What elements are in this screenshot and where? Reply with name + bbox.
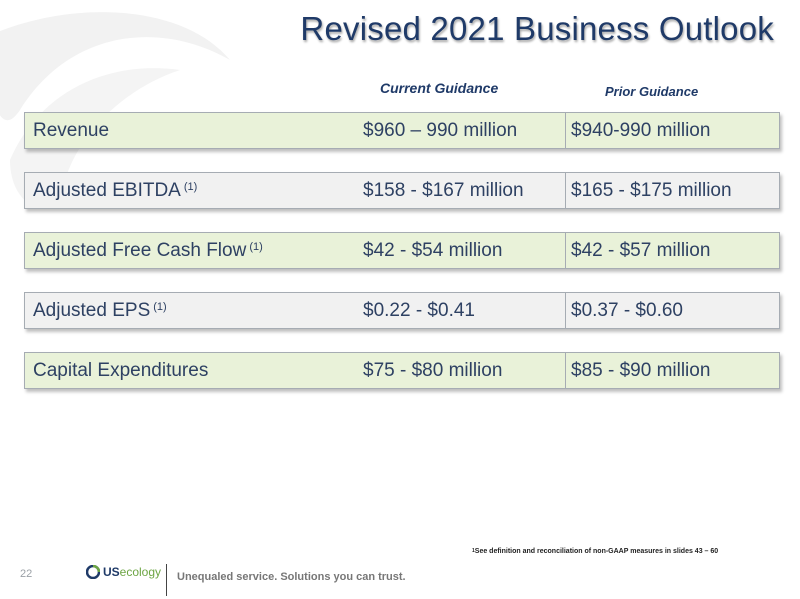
column-header-current: Current Guidance: [380, 80, 499, 96]
column-divider: [565, 173, 566, 208]
logo-mark-icon: [86, 565, 100, 579]
logo-wordmark: USecology: [103, 565, 162, 579]
current-guidance-value: $42 - $54 million: [363, 239, 503, 261]
prior-guidance-value: $940-990 million: [571, 119, 711, 141]
current-guidance-value: $75 - $80 million: [363, 359, 503, 381]
prior-guidance-value: $0.37 - $0.60: [571, 299, 683, 321]
page-number: 22: [20, 568, 33, 580]
footer-separator: [166, 564, 167, 596]
row-label: Revenue: [33, 119, 110, 141]
row-label: Adjusted Free Cash Flow (1): [33, 239, 263, 261]
footnote-mark: 1: [472, 548, 475, 554]
prior-guidance-value: $42 - $57 million: [571, 239, 711, 261]
footnote-reference: (1): [153, 300, 167, 313]
table-row: Adjusted EBITDA (1) $158 - $167 million $…: [24, 172, 780, 209]
column-header-prior: Prior Guidance: [605, 84, 699, 99]
prior-guidance-value: $165 - $175 million: [571, 179, 732, 201]
current-guidance-value: $158 - $167 million: [363, 179, 524, 201]
footnote-text: See definition and reconciliation of non…: [474, 548, 719, 555]
footnote-reference: (1): [183, 180, 198, 193]
column-divider: [565, 293, 566, 328]
column-divider: [565, 353, 566, 388]
row-label: Capital Expenditures: [33, 359, 209, 381]
table-row: Capital Expenditures $75 - $80 million $…: [24, 352, 780, 389]
row-label: Adjusted EPS (1): [33, 299, 167, 321]
table-row: Adjusted EPS (1) $0.22 - $0.41 $0.37 - $0…: [24, 292, 780, 329]
company-logo: USecology: [86, 565, 161, 579]
table-row: Revenue $960 – 990 million $940-990 mill…: [24, 112, 780, 149]
footnote-reference: (1): [249, 240, 263, 253]
footnote: 1See definition and reconciliation of no…: [472, 548, 718, 555]
row-label: Adjusted EBITDA (1): [33, 179, 198, 201]
prior-guidance-value: $85 - $90 million: [571, 359, 711, 381]
table-row: Adjusted Free Cash Flow (1) $42 - $54 mil…: [24, 232, 780, 269]
current-guidance-value: $0.22 - $0.41: [363, 299, 475, 321]
footer-tagline: Unequaled service. Solutions you can tru…: [177, 571, 406, 583]
column-divider: [565, 113, 566, 148]
page-title: Revised 2021 Business Outlook: [300, 10, 774, 47]
column-divider: [565, 233, 566, 268]
current-guidance-value: $960 – 990 million: [363, 119, 518, 141]
